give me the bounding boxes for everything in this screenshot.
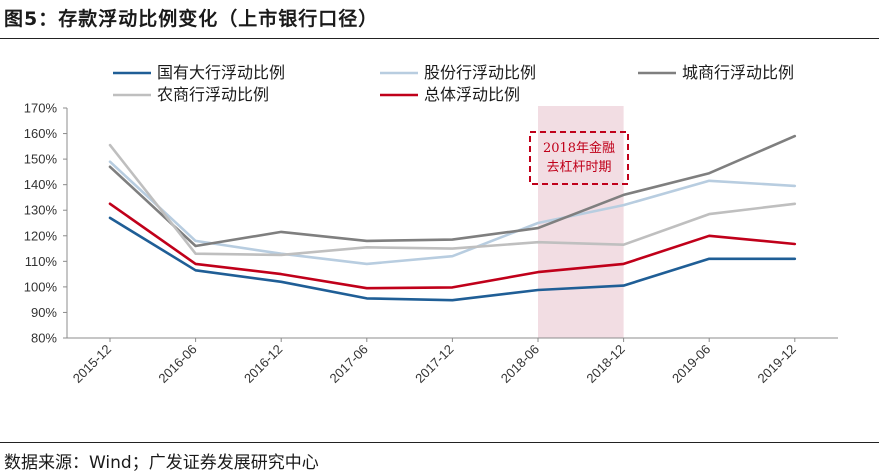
legend-label: 总体浮动比例 — [424, 85, 520, 104]
legend-item: 股份行浮动比例 — [380, 63, 536, 82]
x-tick-label: 2016-06 — [155, 342, 199, 386]
y-tick-label: 120% — [24, 228, 58, 243]
x-tick-label: 2015-12 — [70, 342, 114, 386]
series-layer — [108, 134, 797, 302]
y-tick-label: 100% — [24, 279, 58, 294]
y-tick-label: 150% — [24, 152, 58, 167]
legend-label: 国有大行浮动比例 — [157, 63, 285, 82]
y-tick-label: 160% — [24, 126, 58, 141]
y-tick-label: 170% — [24, 101, 58, 116]
x-tick-label: 2018-06 — [498, 342, 542, 386]
y-tick-label: 140% — [24, 177, 58, 192]
legend-item: 总体浮动比例 — [380, 85, 520, 104]
legend-label: 城商行浮动比例 — [682, 63, 794, 82]
legend-label: 股份行浮动比例 — [424, 63, 536, 82]
x-tick-label: 2019-06 — [669, 342, 713, 386]
axis-layer: 80% 90% 100% 110% 120% 130% 140% 150% 160% 170% 20… — [24, 101, 838, 386]
legend-item: 国有大行浮动比例 — [113, 63, 285, 82]
figure-title: 图5：存款浮动比例变化（上市银行口径） — [4, 8, 379, 30]
y-tick-label: 80% — [31, 331, 57, 346]
x-tick-label: 2019-12 — [755, 342, 799, 386]
x-tick-label: 2018-12 — [583, 342, 627, 386]
x-tick-label: 2017-06 — [327, 342, 371, 386]
series-line-1 — [108, 160, 797, 266]
annotation-text: 2018年金融 — [543, 140, 615, 156]
series-line-3 — [108, 143, 797, 257]
series-line-2 — [108, 134, 797, 248]
annotation-text: 去杠杆时期 — [546, 159, 611, 175]
y-tick-label: 110% — [25, 254, 58, 269]
series-line-0 — [108, 216, 797, 302]
top-rule — [0, 38, 879, 39]
figure-source: 数据来源：Wind；广发证券发展研究中心 — [4, 453, 319, 473]
x-tick-label: 2016-12 — [241, 342, 285, 386]
legend-item: 城商行浮动比例 — [638, 63, 794, 82]
legend-item: 农商行浮动比例 — [113, 85, 269, 104]
x-tick-label: 2017-12 — [412, 342, 456, 386]
series-line-4 — [108, 202, 797, 290]
legend-label: 农商行浮动比例 — [157, 85, 269, 104]
annotation-box — [529, 131, 629, 185]
y-tick-label: 130% — [24, 203, 58, 218]
line-chart: 80% 90% 100% 110% 120% 130% 140% 150% 160% 170% 20… — [24, 63, 838, 386]
bottom-rule — [0, 442, 879, 443]
y-tick-label: 90% — [31, 305, 57, 320]
